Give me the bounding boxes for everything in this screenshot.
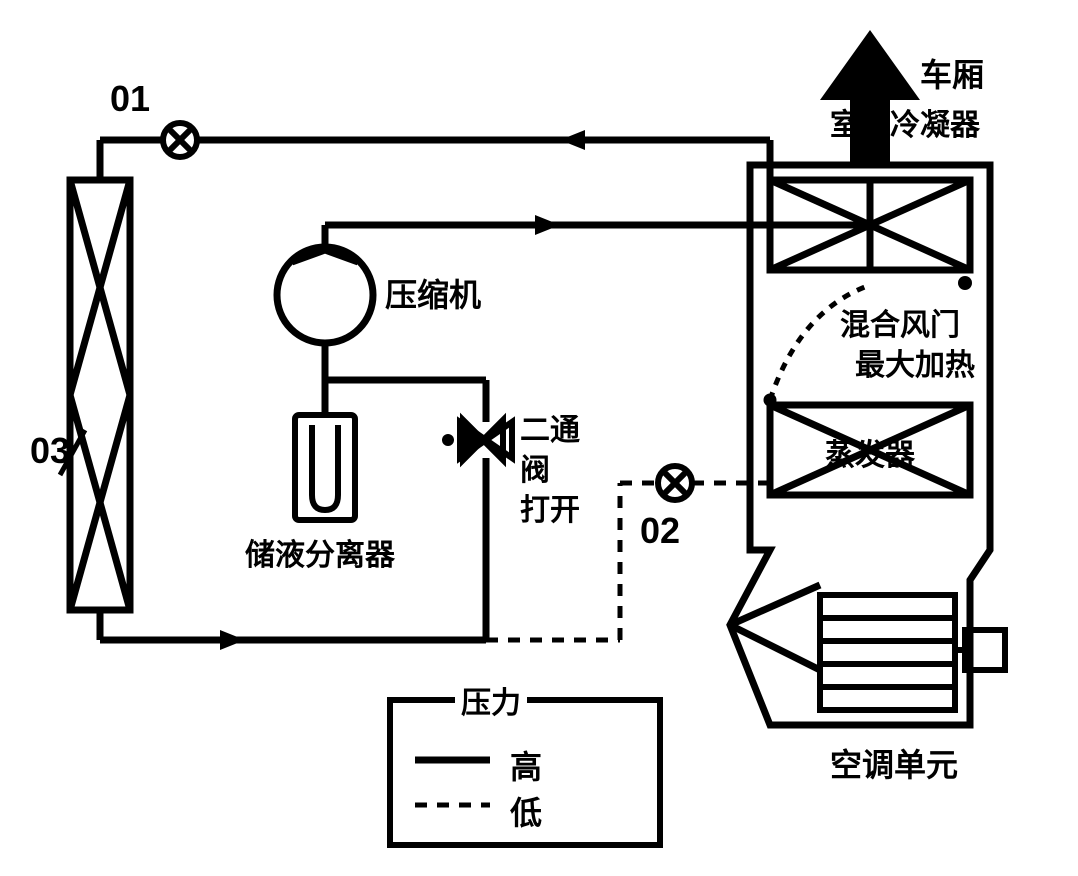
lead-lines bbox=[0, 0, 1078, 876]
